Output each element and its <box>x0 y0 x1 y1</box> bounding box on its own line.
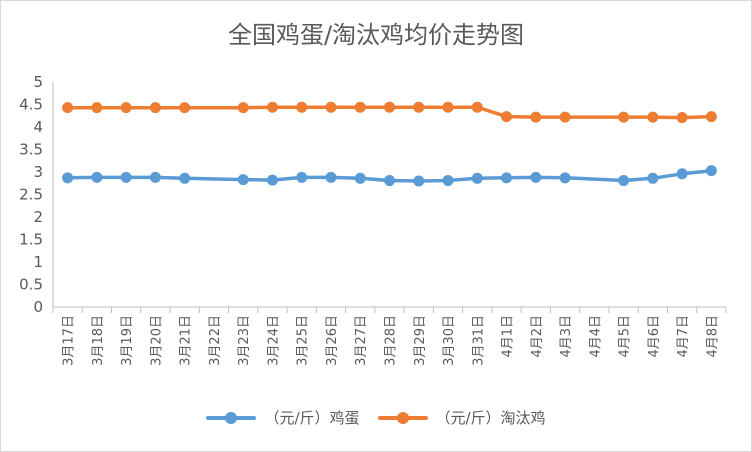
data-point <box>471 172 483 184</box>
x-tick-label: 4月5日 <box>618 315 633 358</box>
data-point <box>120 171 132 183</box>
data-point <box>62 102 74 114</box>
data-point <box>237 174 249 186</box>
data-point <box>501 172 513 184</box>
data-point <box>559 172 571 184</box>
x-tick-label: 3月29日 <box>413 315 428 366</box>
data-point <box>91 171 103 183</box>
y-tick-label: 0.5 <box>19 276 43 294</box>
data-point <box>471 101 483 113</box>
y-tick-label: 1.5 <box>19 231 43 249</box>
data-point <box>149 102 161 114</box>
data-point <box>266 174 278 186</box>
data-point <box>266 101 278 113</box>
data-point <box>296 101 308 113</box>
data-point <box>618 175 630 187</box>
legend-label-culled-hens: （元/斤）淘汰鸡 <box>435 409 546 427</box>
data-point <box>413 101 425 113</box>
data-point <box>647 111 659 123</box>
x-tick-label: 3月25日 <box>296 315 311 366</box>
x-tick-label: 4月1日 <box>501 315 516 358</box>
data-point <box>618 111 630 123</box>
x-tick-label: 3月17日 <box>62 315 77 366</box>
x-tick-label: 3月28日 <box>384 315 399 366</box>
x-tick-label: 3月21日 <box>179 315 194 366</box>
data-point <box>384 101 395 113</box>
data-point <box>179 102 191 114</box>
data-point <box>676 168 688 180</box>
data-point <box>705 111 717 123</box>
x-tick-label: 3月20日 <box>149 315 164 366</box>
data-point <box>354 172 366 184</box>
data-point <box>442 175 454 187</box>
data-point <box>120 102 132 114</box>
legend: （元/斤）鸡蛋 （元/斤）淘汰鸡 <box>1 407 751 428</box>
x-tick-label: 4月4日 <box>588 315 603 358</box>
data-point <box>237 102 249 114</box>
y-tick-label: 4 <box>33 118 43 136</box>
legend-swatch-culled-hens <box>377 411 428 425</box>
x-tick-label: 3月19日 <box>120 315 135 366</box>
chart-title: 全国鸡蛋/淘汰鸡均价走势图 <box>227 21 525 49</box>
data-point <box>179 172 191 184</box>
x-tick-label: 3月23日 <box>237 315 252 366</box>
data-point <box>559 111 571 123</box>
data-point <box>325 171 337 183</box>
data-point <box>413 175 425 187</box>
data-point <box>501 111 513 123</box>
x-tick-label: 4月8日 <box>705 315 720 358</box>
x-tick-label: 3月27日 <box>354 315 369 366</box>
data-point <box>384 175 395 187</box>
legend-item-culled-hens[interactable]: （元/斤）淘汰鸡 <box>377 407 546 428</box>
data-point <box>149 171 161 183</box>
data-point <box>676 112 688 124</box>
x-tick-label: 3月30日 <box>442 315 457 366</box>
x-tick-label: 4月6日 <box>647 315 662 358</box>
y-tick-label: 2 <box>33 208 43 226</box>
y-tick-label: 3.5 <box>19 141 43 159</box>
data-point <box>296 171 308 183</box>
x-tick-label: 3月26日 <box>325 315 340 366</box>
data-point <box>530 111 542 123</box>
x-tick-label: 4月2日 <box>530 315 545 358</box>
y-tick-label: 0 <box>33 298 43 316</box>
data-point <box>62 172 74 184</box>
y-tick-label: 1 <box>33 253 43 271</box>
y-tick-label: 2.5 <box>19 186 43 204</box>
x-tick-label: 4月7日 <box>676 315 691 358</box>
x-tick-label: 4月3日 <box>559 315 574 358</box>
y-tick-label: 4.5 <box>19 96 43 114</box>
y-tick-label: 5 <box>33 73 43 91</box>
data-point <box>647 172 659 184</box>
y-tick-label: 3 <box>33 163 43 181</box>
data-point <box>91 102 103 114</box>
data-point <box>325 101 337 113</box>
x-tick-label: 3月18日 <box>91 315 106 366</box>
legend-label-eggs: （元/斤）鸡蛋 <box>264 409 360 427</box>
data-point <box>442 101 454 113</box>
legend-item-eggs[interactable]: （元/斤）鸡蛋 <box>206 407 360 428</box>
data-point <box>530 171 542 183</box>
x-tick-label: 3月22日 <box>208 315 223 366</box>
legend-swatch-eggs <box>206 411 257 425</box>
data-point <box>354 101 366 113</box>
x-tick-label: 3月31日 <box>471 315 486 366</box>
x-tick-label: 3月24日 <box>266 315 281 366</box>
data-point <box>705 165 717 177</box>
